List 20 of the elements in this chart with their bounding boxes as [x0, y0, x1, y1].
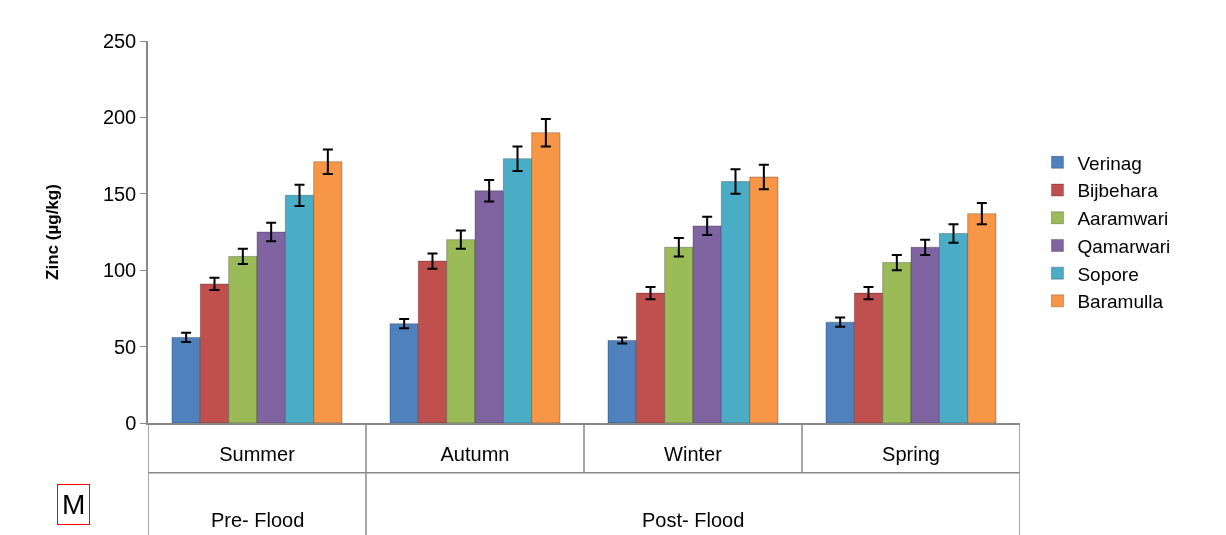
y-tick-label: 250: [102, 30, 137, 52]
legend-label: Bijbehara: [1077, 180, 1159, 202]
legend-label: Sopore: [1077, 263, 1139, 285]
x-tick-label: Autumn: [440, 442, 510, 465]
text: Post- Flood: [642, 509, 745, 531]
legend-label: Qamarwari: [1077, 235, 1171, 257]
x-tick-label: Winter: [664, 442, 723, 465]
legend-label: Aaramwari: [1077, 208, 1169, 230]
legend-label: Verinag: [1077, 152, 1142, 174]
y-tick-label: 150: [102, 182, 137, 205]
y-tick-label: 0: [125, 412, 137, 434]
y-axis-title: Zinc (µg/kg): [42, 184, 62, 280]
y-tick-label: 200: [102, 106, 137, 129]
legend-label: Baramulla: [1077, 291, 1164, 313]
y-tick-label: 100: [102, 259, 137, 282]
text: M: [62, 489, 86, 520]
text: Pre- Flood: [211, 509, 305, 531]
x-tick-label: Summer: [219, 442, 296, 465]
x-tick-label: Spring: [882, 442, 940, 465]
y-tick-label: 50: [114, 335, 137, 358]
